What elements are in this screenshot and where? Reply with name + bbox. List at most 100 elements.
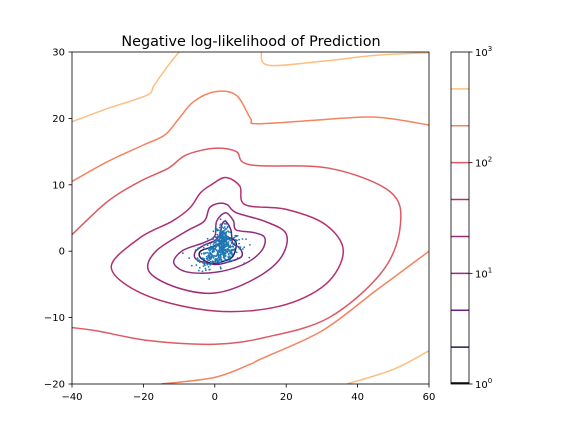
- scatter-point: [224, 236, 227, 239]
- scatter-point: [222, 227, 225, 230]
- scatter-point: [224, 229, 226, 231]
- scatter-point: [223, 259, 226, 262]
- scatter-point: [206, 251, 209, 254]
- scatter-point: [219, 254, 222, 257]
- scatter-point: [202, 262, 205, 265]
- scatter-point: [209, 268, 211, 271]
- scatter-point: [221, 226, 224, 229]
- scatter-point: [214, 244, 217, 246]
- scatter-point: [227, 230, 229, 233]
- scatter-point: [214, 227, 217, 230]
- contour-line-6: [72, 90, 429, 183]
- scatter-point: [199, 261, 201, 264]
- scatter-point: [227, 241, 230, 243]
- scatter-point: [229, 259, 231, 262]
- scatter-point: [230, 245, 232, 248]
- scatter-point: [248, 256, 251, 259]
- plot-area-frame: [71, 51, 430, 385]
- scatter-point: [231, 248, 234, 251]
- scatter-point: [208, 254, 211, 257]
- scatter-point: [226, 259, 229, 262]
- scatter-point: [221, 239, 223, 242]
- scatter-point: [202, 257, 204, 259]
- chart-title: Negative log-likelihood of Prediction: [121, 34, 380, 50]
- scatter-point: [212, 241, 215, 243]
- scatter-point: [227, 236, 230, 239]
- y-tick-label: −10: [44, 313, 65, 324]
- scatter-point: [205, 269, 207, 272]
- scatter-point: [216, 235, 219, 238]
- y-axis: −20 −10 0 10 20 30: [44, 48, 72, 391]
- scatter-point: [198, 266, 201, 269]
- scatter-point: [219, 266, 222, 269]
- scatter-point: [231, 259, 234, 262]
- scatter-point: [238, 242, 241, 245]
- scatter-point: [206, 244, 209, 247]
- contour-line-7: [161, 250, 429, 384]
- scatter-point: [217, 250, 220, 253]
- scatter-point: [198, 269, 200, 272]
- scatter-point: [204, 243, 207, 246]
- scatter-point: [222, 230, 224, 232]
- scatter-point: [236, 245, 239, 248]
- scatter-point: [215, 246, 218, 248]
- scatter-point: [225, 228, 228, 230]
- scatter-point: [218, 226, 221, 229]
- scatter-point: [219, 251, 222, 254]
- scatter-point: [228, 250, 231, 253]
- scatter-point: [214, 236, 217, 238]
- scatter-point: [219, 249, 221, 252]
- scatter-point: [218, 258, 221, 261]
- scatter-point: [225, 242, 228, 245]
- scatter-point: [226, 225, 229, 228]
- scatter-point: [202, 244, 205, 247]
- scatter-point: [218, 239, 221, 242]
- scatter-point: [249, 244, 251, 246]
- scatter-point: [245, 238, 247, 241]
- scatter-point: [209, 261, 212, 264]
- scatter-point: [208, 249, 211, 251]
- scatter-point: [229, 238, 232, 240]
- contour-line-2: [172, 211, 266, 274]
- scatter-point: [230, 242, 233, 244]
- scatter-point: [222, 249, 225, 252]
- contour-line-3: [146, 202, 289, 295]
- scatter-point: [234, 246, 237, 249]
- scatter-point: [206, 237, 209, 240]
- scatter-point: [205, 255, 208, 258]
- scatter-point: [223, 226, 226, 228]
- contour-line-8: [72, 52, 180, 123]
- scatter-point: [211, 255, 214, 257]
- scatter-point: [224, 219, 227, 222]
- scatter-point: [218, 232, 221, 234]
- scatter-point: [217, 229, 220, 232]
- scatter-point: [219, 248, 222, 250]
- colorbar-tick-label: 100: [475, 377, 492, 391]
- scatter-point: [208, 247, 211, 250]
- y-tick-label: 10: [52, 180, 65, 191]
- scatter-point: [224, 249, 227, 252]
- contour-line-4: [110, 176, 345, 313]
- scatter-point: [219, 234, 222, 237]
- contour-line-5: [72, 147, 402, 346]
- colorbar-tick-label: 101: [475, 266, 492, 280]
- scatter-point: [222, 237, 225, 240]
- scatter-point: [208, 278, 211, 280]
- scatter-point: [213, 255, 216, 257]
- scatter-point: [182, 252, 184, 255]
- scatter-point: [207, 256, 210, 259]
- scatter-point: [215, 238, 218, 241]
- scatter-point: [188, 257, 191, 259]
- scatter-point: [241, 238, 244, 240]
- colorbar-frame: [450, 51, 470, 385]
- scatter-point: [203, 258, 206, 260]
- scatter-point: [238, 238, 241, 241]
- scatter-point: [222, 231, 225, 234]
- scatter-point: [235, 235, 238, 238]
- scatter-point: [217, 257, 219, 260]
- scatter-point: [215, 243, 218, 246]
- scatter-point: [208, 252, 210, 255]
- x-tick-label: −40: [61, 392, 82, 403]
- colorbar-tick-label: 102: [475, 156, 492, 170]
